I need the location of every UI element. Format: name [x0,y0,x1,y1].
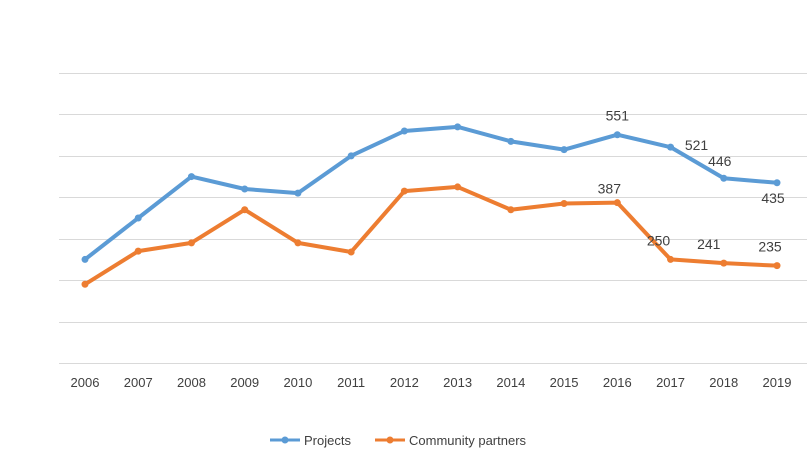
legend-label: Community partners [409,433,527,448]
data-point [400,187,408,195]
data-point [294,189,302,197]
data-point [667,255,675,263]
data-label: 387 [598,181,622,197]
data-point [454,183,462,191]
x-tick-label: 2011 [337,375,365,390]
legend-item: Projects [270,433,351,448]
series-line [83,124,779,262]
legend: Projects Community partners [270,433,527,448]
x-tick-label: 2009 [230,375,259,390]
gridlines [59,73,807,364]
data-point [241,206,249,214]
data-point [134,214,142,222]
x-tick-label: 2019 [763,375,792,390]
data-point [773,179,781,187]
data-label: 235 [758,239,782,255]
data-point [560,146,568,154]
data-label: 435 [761,190,785,206]
data-point [720,259,728,267]
x-tick-label: 2013 [443,375,472,390]
data-label: 446 [708,153,732,169]
series-lines [81,123,781,288]
legend-item: Community partners [375,433,527,448]
data-point [613,199,621,207]
x-axis: 2006 2007 2008 2009 2010 2011 2012 2013 2014 2015… [71,375,792,390]
x-tick-label: 2012 [390,375,419,390]
x-tick-label: 2018 [709,375,738,390]
x-tick-label: 2008 [177,375,206,390]
data-point [454,123,462,131]
data-point [241,185,249,193]
legend-marker [386,436,394,444]
data-point [560,200,568,207]
legend-marker [281,436,289,444]
data-point [187,173,195,181]
x-tick-label: 2016 [603,375,632,390]
data-label: 241 [697,236,721,252]
x-tick-label: 2017 [656,375,685,390]
data-label: 551 [606,108,630,124]
data-point [400,127,408,135]
data-point [187,239,195,247]
data-label: 521 [685,137,709,153]
x-tick-label: 2007 [124,375,153,390]
x-tick-label: 2015 [550,375,579,390]
data-label: 250 [647,232,671,248]
data-point [507,206,515,214]
data-point [773,262,781,270]
data-point [81,255,89,263]
data-point [81,280,89,288]
data-point [720,174,728,182]
legend-label: Projects [304,433,351,448]
data-point [347,152,355,160]
data-point [667,143,675,151]
x-tick-label: 2006 [71,375,100,390]
data-point [613,131,621,139]
data-point [347,248,355,256]
x-tick-label: 2014 [496,375,525,390]
data-point [134,247,142,255]
data-point [507,137,515,145]
data-point [294,239,302,247]
x-tick-label: 2010 [283,375,312,390]
series-line [83,184,779,287]
